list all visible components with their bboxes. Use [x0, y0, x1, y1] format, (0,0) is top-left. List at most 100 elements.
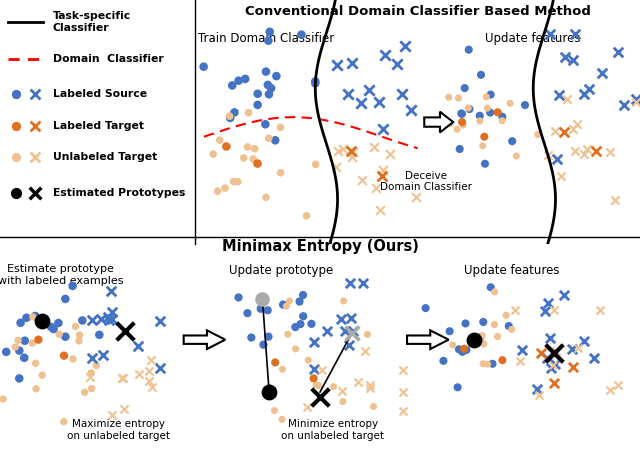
Point: [560, 53, 570, 60]
Point: [497, 357, 508, 364]
Point: [86, 385, 97, 392]
Point: [476, 71, 486, 79]
Point: [270, 359, 280, 366]
Point: [477, 339, 488, 347]
Point: [605, 148, 616, 156]
Point: [77, 317, 88, 324]
Point: [248, 155, 259, 163]
Point: [229, 109, 239, 116]
Point: [467, 334, 477, 341]
Point: [0, 395, 8, 403]
Point: [252, 160, 262, 167]
Point: [346, 148, 356, 155]
Point: [270, 137, 280, 144]
Point: [59, 418, 69, 425]
Point: [134, 370, 144, 378]
Point: [275, 124, 285, 131]
Point: [516, 346, 527, 354]
Text: Deceive
Domain Classifier: Deceive Domain Classifier: [381, 171, 472, 193]
Point: [30, 312, 40, 320]
Point: [365, 382, 375, 389]
Point: [15, 319, 26, 326]
Point: [548, 379, 559, 387]
Point: [1, 348, 12, 356]
Point: [399, 42, 410, 50]
Point: [133, 342, 143, 350]
Point: [264, 388, 274, 396]
Point: [371, 185, 381, 192]
Point: [545, 334, 555, 341]
Point: [346, 153, 356, 160]
Point: [460, 84, 470, 92]
Point: [86, 369, 97, 377]
Point: [266, 85, 276, 92]
Point: [54, 331, 64, 338]
Point: [358, 279, 368, 286]
Point: [303, 357, 314, 364]
Point: [486, 91, 496, 98]
Point: [67, 282, 77, 290]
Point: [543, 151, 553, 159]
Point: [107, 315, 117, 323]
Polygon shape: [407, 330, 449, 349]
Point: [10, 122, 20, 129]
Point: [79, 389, 90, 396]
Point: [456, 110, 467, 117]
Point: [21, 314, 31, 321]
Point: [264, 333, 274, 340]
Point: [246, 334, 257, 341]
Point: [445, 120, 456, 127]
Point: [298, 291, 308, 299]
Point: [584, 86, 594, 93]
Text: Labeled Source: Labeled Source: [52, 89, 147, 99]
Point: [485, 109, 495, 116]
Point: [579, 91, 589, 98]
Point: [397, 90, 408, 98]
Point: [563, 96, 573, 103]
Point: [243, 143, 253, 151]
Point: [493, 109, 503, 116]
Point: [322, 327, 332, 334]
Point: [630, 99, 640, 106]
Point: [228, 178, 239, 185]
Point: [106, 308, 116, 316]
Point: [328, 383, 339, 391]
Point: [10, 154, 20, 161]
Point: [463, 46, 474, 53]
Point: [504, 322, 514, 330]
Point: [362, 331, 372, 338]
Point: [556, 173, 566, 180]
Point: [398, 389, 408, 396]
Point: [291, 345, 301, 352]
Point: [497, 113, 508, 120]
Point: [364, 86, 374, 94]
Point: [545, 31, 555, 38]
Point: [548, 350, 559, 357]
Text: Minimize entropy
on unlabeled target: Minimize entropy on unlabeled target: [282, 419, 384, 441]
Point: [331, 163, 341, 171]
Point: [454, 345, 464, 353]
Point: [85, 374, 95, 381]
Point: [589, 354, 599, 361]
Point: [30, 154, 40, 161]
Point: [536, 350, 546, 357]
Point: [308, 339, 319, 346]
Point: [357, 177, 367, 184]
Point: [143, 377, 154, 385]
Text: Update prototype: Update prototype: [230, 265, 333, 278]
Point: [515, 358, 525, 365]
Point: [310, 80, 321, 87]
Point: [353, 378, 363, 385]
Point: [438, 357, 449, 365]
Point: [597, 70, 607, 77]
Point: [481, 93, 492, 100]
Point: [92, 362, 102, 369]
Point: [483, 104, 493, 112]
Point: [144, 367, 154, 375]
Point: [568, 126, 578, 133]
Point: [106, 287, 116, 294]
Point: [548, 306, 559, 314]
Point: [277, 416, 287, 423]
Point: [14, 375, 24, 382]
Point: [284, 297, 294, 305]
